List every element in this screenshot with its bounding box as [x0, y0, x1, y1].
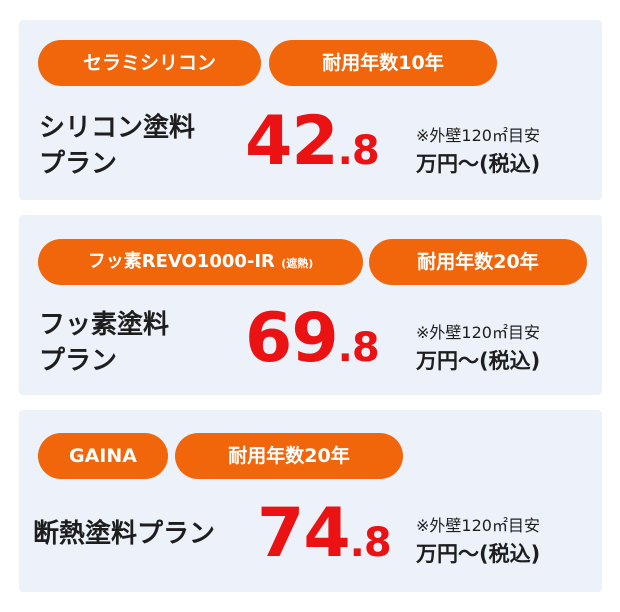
- material-label: セラミシリコン: [82, 52, 216, 74]
- durability-badge: 耐用年数20年: [369, 239, 587, 285]
- area-note: ※外壁120㎡目安: [416, 126, 540, 145]
- durability-badge: 耐用年数10年: [269, 40, 497, 86]
- price: 74.8: [257, 494, 392, 573]
- material-label: フッ素REVO1000-IR: [87, 251, 275, 272]
- price-integer: 74: [257, 494, 351, 573]
- plan-name-line2: プラン: [39, 149, 118, 179]
- plan-name: シリコン塗料 プラン: [39, 110, 195, 182]
- plan-name-line2: プラン: [39, 346, 118, 376]
- durability-label: 耐用年数20年: [228, 445, 350, 467]
- durability-label: 耐用年数10年: [322, 52, 444, 74]
- plan-card-insulation: GAINA 耐用年数20年 断熱塗料プラン 74.8 ※外壁120㎡目安 万円〜…: [19, 410, 602, 592]
- price-unit: 万円〜(税込): [416, 349, 541, 373]
- material-sub-label: (遮熱): [281, 257, 314, 270]
- material-badge: セラミシリコン: [38, 40, 261, 86]
- price-decimal: .8: [337, 128, 380, 174]
- durability-label: 耐用年数20年: [417, 251, 539, 273]
- plan-name: 断熱塗料プラン: [33, 516, 215, 552]
- plan-card-silicon: セラミシリコン 耐用年数10年 シリコン塗料 プラン 42.8 ※外壁120㎡目…: [19, 20, 602, 200]
- plan-name-line1: フッ素塗料: [39, 310, 170, 340]
- area-note: ※外壁120㎡目安: [416, 323, 540, 342]
- price-integer: 69: [245, 299, 339, 378]
- price: 69.8: [245, 299, 380, 378]
- material-badge: GAINA: [38, 433, 168, 479]
- plan-name-line1: シリコン塗料: [39, 113, 196, 143]
- price-unit: 万円〜(税込): [416, 542, 541, 566]
- area-note: ※外壁120㎡目安: [416, 516, 540, 535]
- plan-name-line1: 断熱塗料プラン: [33, 519, 216, 549]
- price-integer: 42: [245, 102, 339, 181]
- price-unit: 万円〜(税込): [416, 152, 541, 176]
- material-label: GAINA: [69, 445, 137, 467]
- durability-badge: 耐用年数20年: [175, 433, 403, 479]
- price-decimal: .8: [337, 325, 380, 371]
- plan-card-fluorine: フッ素REVO1000-IR (遮熱) 耐用年数20年 フッ素塗料 プラン 69…: [19, 215, 602, 395]
- price: 42.8: [245, 102, 380, 181]
- material-badge: フッ素REVO1000-IR (遮熱): [38, 239, 363, 285]
- price-decimal: .8: [349, 520, 392, 566]
- plan-name: フッ素塗料 プラン: [39, 307, 169, 379]
